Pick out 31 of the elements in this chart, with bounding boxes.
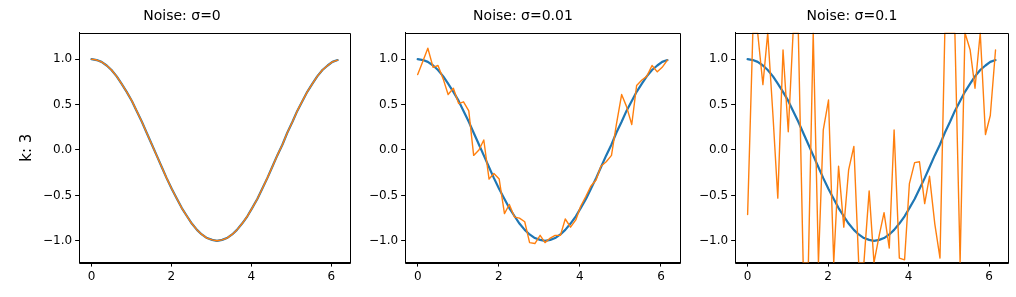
chart-title: Noise: σ=0.1 (806, 7, 898, 24)
x-tick-label: 4 (904, 268, 913, 283)
y-tick-label: 0.5 (379, 96, 399, 111)
x-tick-label: 6 (657, 268, 665, 283)
y-tick-label: −0.5 (43, 187, 73, 202)
x-tick-label: 0 (87, 268, 96, 283)
y-tick-label: −0.5 (699, 187, 729, 202)
y-tick-label: 1.0 (709, 51, 729, 66)
chart-title: Noise: σ=0.01 (473, 7, 573, 24)
y-tick-label: 1.0 (379, 51, 399, 66)
y-tick-label: 0.5 (709, 96, 729, 111)
y-tick-label: −1.0 (699, 232, 729, 247)
y-tick-label: 0.0 (53, 142, 73, 157)
x-tick-label: 2 (494, 268, 503, 283)
y-tick-label: 0.0 (709, 142, 729, 157)
x-tick-label: 2 (167, 268, 176, 283)
x-tick-label: 4 (576, 268, 584, 283)
y-tick-label: −0.5 (369, 187, 399, 202)
x-tick-label: 0 (413, 268, 422, 283)
chart-title: Noise: σ=0 (143, 7, 221, 24)
x-tick-label: 2 (824, 268, 832, 283)
y-tick-label: 0.0 (379, 142, 399, 157)
x-tick-label: 0 (743, 268, 752, 283)
y-tick-label: 1.0 (53, 51, 73, 66)
y-axis-title: k: 3 (16, 133, 35, 162)
x-tick-label: 6 (327, 268, 336, 283)
x-tick-label: 6 (985, 268, 993, 283)
x-tick-label: 4 (247, 268, 256, 283)
y-tick-label: −1.0 (369, 232, 399, 247)
y-tick-label: −1.0 (43, 232, 73, 247)
y-tick-label: 0.5 (53, 96, 73, 111)
